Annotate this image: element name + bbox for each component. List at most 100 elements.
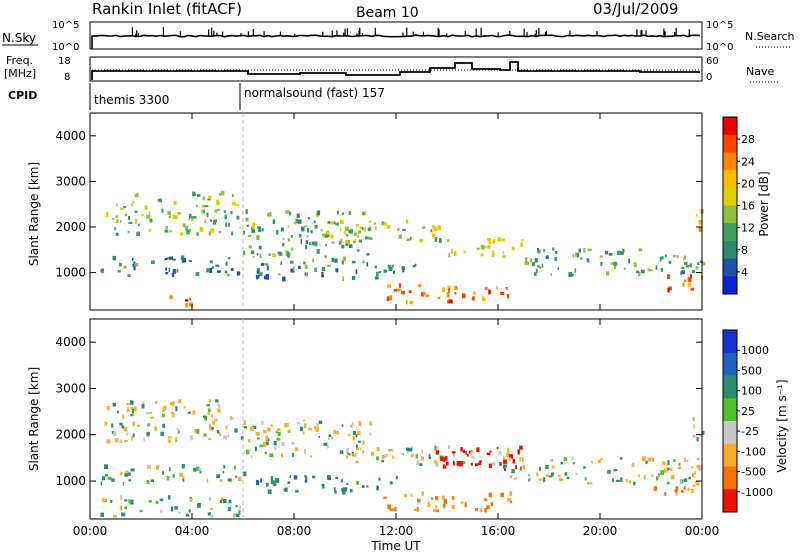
heatmap-cell: [116, 203, 118, 206]
colorbar-swatch: [723, 489, 737, 513]
heatmap-cell: [305, 476, 308, 481]
heatmap-cell: [677, 466, 681, 470]
heatmap-cell: [554, 257, 558, 261]
heatmap-cell: [524, 261, 528, 266]
heatmap-cell: [230, 417, 234, 420]
heatmap-cell: [406, 300, 408, 305]
heatmap-cell: [478, 461, 482, 465]
heatmap-cell: [383, 269, 387, 273]
heatmap-cell: [484, 508, 487, 513]
heatmap-cell: [346, 451, 349, 455]
heatmap-cell: [543, 477, 546, 482]
heatmap-cell: [165, 225, 168, 229]
freq-label-line2: [MHz]: [4, 67, 36, 80]
heatmap-cell: [465, 451, 468, 455]
heatmap-cell: [470, 462, 473, 466]
heatmap-cell: [446, 461, 449, 466]
heatmap-cell: [660, 268, 663, 272]
heatmap-cell: [250, 455, 253, 458]
heatmap-cell: [667, 467, 670, 471]
heatmap-cell: [256, 480, 260, 486]
heatmap-cell: [388, 266, 393, 271]
heatmap-cell: [383, 222, 388, 226]
heatmap-cell: [305, 244, 308, 250]
heatmap-cell: [290, 247, 294, 251]
x-axis-label: Time UT: [370, 539, 421, 553]
x-tick-label: 16:00: [481, 524, 516, 538]
heatmap-cell: [492, 462, 495, 465]
heatmap-cell: [209, 219, 212, 222]
heatmap-cell: [586, 258, 589, 262]
heatmap-cell: [285, 250, 288, 254]
heatmap-cell: [134, 219, 138, 224]
heatmap-cell: [296, 213, 300, 218]
heatmap-cell: [440, 456, 445, 461]
heatmap-cell: [130, 400, 134, 405]
heatmap-cell: [196, 429, 200, 434]
heatmap-cell: [248, 245, 252, 249]
heatmap-cell: [123, 265, 127, 269]
heatmap-cell: [242, 471, 247, 477]
colorbar-swatch: [723, 276, 737, 295]
heatmap-cell: [146, 431, 150, 436]
heatmap-cell: [409, 236, 412, 241]
heatmap-cell: [694, 471, 696, 475]
heatmap-cell: [104, 464, 108, 470]
heatmap-cell: [412, 265, 416, 268]
heatmap-cell: [612, 478, 614, 482]
colorbar-swatch: [723, 117, 737, 136]
heatmap-cell: [284, 487, 288, 492]
heatmap-cell: [389, 481, 393, 485]
heatmap-cell: [327, 221, 331, 224]
heatmap-cell: [683, 478, 688, 482]
heatmap-cell: [173, 200, 177, 205]
heatmap-cell: [664, 254, 667, 258]
heatmap-cell: [167, 257, 171, 260]
heatmap-cell: [165, 272, 169, 275]
heatmap-cell: [691, 466, 694, 469]
heatmap-cell: [686, 459, 689, 462]
heatmap-cell: [208, 497, 211, 501]
cpid-mode-themis: themis 3300: [94, 93, 169, 107]
heatmap-cell: [447, 285, 451, 291]
heatmap-cell: [693, 424, 696, 429]
heatmap-cell: [450, 248, 453, 254]
heatmap-cell: [358, 239, 362, 243]
heatmap-cell: [363, 227, 366, 232]
heatmap-cell: [678, 462, 681, 466]
nsky-panel: N.Sky 10^5 10^0 10^5 10^0 N.Search: [2, 20, 795, 53]
heatmap-cell: [283, 488, 286, 492]
heatmap-cell: [226, 273, 230, 277]
heatmap-cell: [324, 255, 327, 258]
heatmap-cell: [528, 473, 530, 477]
heatmap-cell: [315, 426, 319, 431]
heatmap-cell: [352, 453, 357, 457]
heatmap-cell: [435, 509, 440, 513]
heatmap-cell: [405, 219, 409, 224]
heatmap-cell: [117, 410, 119, 414]
velocity-colorbar: 1000 500 100 25 -25 -100 -500 -1000: [722, 329, 773, 513]
heatmap-cell: [546, 474, 549, 478]
heatmap-cell: [119, 505, 123, 511]
heatmap-cell: [189, 259, 192, 262]
nsky-label: N.Sky: [2, 31, 36, 45]
heatmap-cell: [126, 472, 131, 476]
heatmap-cell: [225, 425, 228, 430]
heatmap-cell: [497, 237, 501, 242]
colorbar-swatch: [723, 170, 737, 189]
heatmap-cell: [316, 210, 320, 216]
heatmap-cell: [701, 431, 705, 435]
heatmap-cell: [453, 460, 455, 466]
heatmap-cell: [334, 490, 337, 494]
heatmap-cell: [287, 429, 291, 434]
heatmap-cell: [496, 285, 498, 290]
heatmap-cell: [136, 193, 139, 198]
heatmap-cell: [492, 239, 495, 244]
heatmap-cell: [625, 479, 628, 483]
heatmap-cell: [243, 426, 248, 429]
heatmap-cell: [506, 447, 510, 452]
heatmap-cell: [521, 457, 524, 462]
velocity-frame: [89, 318, 703, 520]
heatmap-cell: [130, 468, 135, 472]
heatmap-cell: [476, 247, 480, 250]
